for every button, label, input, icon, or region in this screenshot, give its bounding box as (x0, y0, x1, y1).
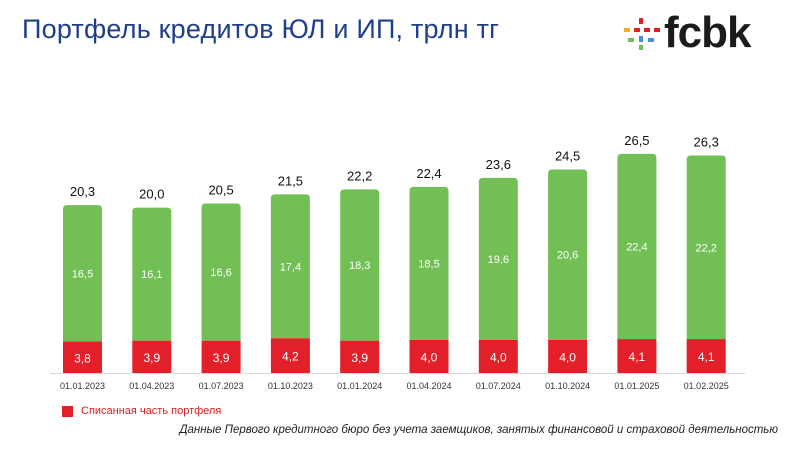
bar-red-segment (686, 339, 726, 373)
bar-red-segment (548, 339, 588, 373)
page-title: Портфель кредитов ЮЛ и ИП, трлн тг (22, 14, 500, 44)
bar-green-label: 20,6 (557, 250, 578, 262)
bar-red-segment (201, 340, 241, 373)
x-tick-label: 01.10.2023 (268, 381, 313, 391)
bar-total-label: 26,5 (624, 133, 649, 148)
bar-total-label: 26,3 (694, 134, 719, 149)
bar-red-label: 3,8 (74, 351, 91, 365)
bar-green-segment (548, 169, 588, 340)
bar-red-label: 4,1 (698, 350, 715, 364)
source-note: Данные Первого кредитного бюро без учета… (179, 424, 778, 436)
logo-mark-icon (624, 18, 660, 50)
bar-green-segment (617, 153, 657, 340)
bar-red-segment (409, 339, 449, 373)
legend-label: Списанная часть портфеля (81, 405, 222, 417)
bar-total-label: 24,5 (555, 149, 580, 164)
bar-red-label: 4,1 (629, 350, 646, 364)
bar-total-label: 20,0 (139, 187, 164, 202)
chart-legend: Списанная часть портфеля (62, 405, 221, 417)
bar-green-segment (270, 194, 310, 339)
logo-text: fcbk (664, 8, 751, 57)
legend-swatch-red (62, 405, 73, 417)
bar-red-label: 4,0 (490, 350, 507, 364)
bar-red-label: 4,2 (282, 350, 299, 364)
bar-green-label: 16,5 (72, 268, 93, 280)
bar-green-segment (201, 203, 241, 341)
x-tick-label: 01.07.2024 (476, 381, 521, 391)
bar-green-label: 18,3 (349, 260, 370, 272)
bar-total-label: 20,5 (208, 182, 233, 197)
bar-green-segment (340, 189, 380, 341)
bar-green-segment (63, 205, 102, 342)
x-tick-label: 01.02.2025 (684, 381, 729, 391)
bar-red-label: 3,9 (213, 351, 230, 365)
bar-red-segment (63, 341, 102, 373)
bar-green-label: 18,5 (418, 258, 439, 270)
bar-red-label: 3,9 (351, 351, 368, 365)
bar-green-label: 22,2 (695, 242, 716, 254)
x-tick-label: 01.01.2024 (337, 381, 382, 391)
x-tick-label: 01.10.2024 (545, 381, 590, 391)
bar-green-segment (478, 177, 518, 340)
bar-green-segment (132, 207, 172, 341)
x-tick-label: 01.01.2023 (60, 381, 105, 391)
bar-red-segment (132, 340, 172, 373)
bar-red-label: 3,9 (143, 351, 160, 365)
fcbk-logo: fcbk (622, 8, 772, 60)
bar-red-segment (617, 339, 657, 373)
x-tick-label: 01.07.2023 (199, 381, 244, 391)
x-tick-label: 01.04.2024 (406, 381, 451, 391)
bar-green-label: 19,6 (488, 254, 509, 266)
bar-red-segment (270, 338, 310, 373)
bar-green-segment (409, 186, 449, 340)
bar-total-label: 21,5 (278, 173, 303, 188)
x-tick-label: 01.04.2023 (129, 381, 174, 391)
bar-total-label: 23,6 (486, 157, 511, 172)
bar-total-label: 22,4 (416, 166, 441, 181)
bar-red-label: 4,0 (559, 350, 576, 364)
bar-total-label: 22,2 (347, 168, 372, 183)
bar-green-segment (686, 155, 726, 340)
bar-red-label: 4,0 (421, 350, 438, 364)
bar-total-label: 20,3 (70, 184, 95, 199)
x-tick-label: 01.01.2025 (614, 381, 659, 391)
bar-red-segment (340, 340, 380, 373)
bar-red-segment (478, 339, 518, 373)
bar-green-label: 16,1 (141, 269, 162, 281)
bar-green-label: 17,4 (280, 261, 301, 273)
bar-green-label: 16,6 (210, 267, 231, 279)
bar-green-label: 22,4 (626, 241, 647, 253)
